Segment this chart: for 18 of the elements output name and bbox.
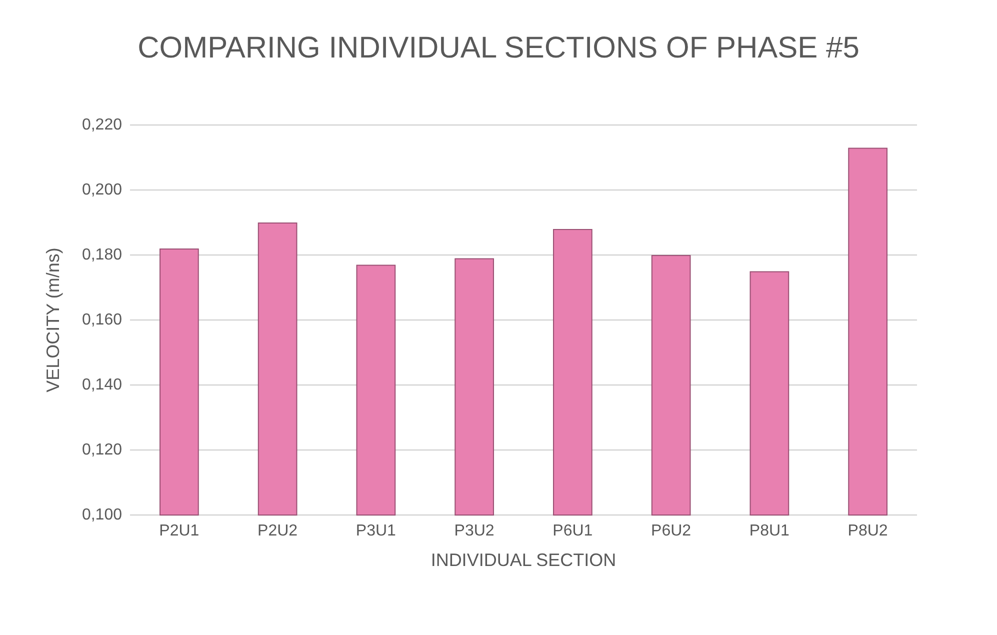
x-tick-label: P3U1 (356, 522, 396, 540)
x-tick-label: P2U1 (159, 522, 200, 540)
y-tick-label: 0,200 (82, 182, 122, 198)
x-tick-label: P3U2 (454, 522, 494, 540)
y-tick-label: 0,180 (82, 246, 122, 264)
y-tick-label: 0,220 (82, 116, 122, 134)
chart-title: COMPARING INDIVIDUAL SECTIONS OF PHASE #5 (138, 32, 860, 64)
x-tick-label: P6U1 (552, 522, 593, 540)
y-tick-label: 0,140 (82, 376, 122, 394)
y-axis-title: VELOCITY (m/ns) (43, 248, 63, 392)
y-tick-label: 0,100 (82, 506, 122, 524)
y-tick-label: 0,120 (82, 442, 122, 458)
x-tick-label: P8U2 (848, 522, 888, 540)
x-tick-label: P6U2 (651, 522, 692, 540)
x-axis-title: INDIVIDUAL SECTION (430, 550, 616, 570)
x-tick-label: P2U2 (258, 522, 298, 540)
y-tick-label: 0,160 (82, 312, 122, 328)
x-tick-label: P8U1 (749, 522, 790, 540)
